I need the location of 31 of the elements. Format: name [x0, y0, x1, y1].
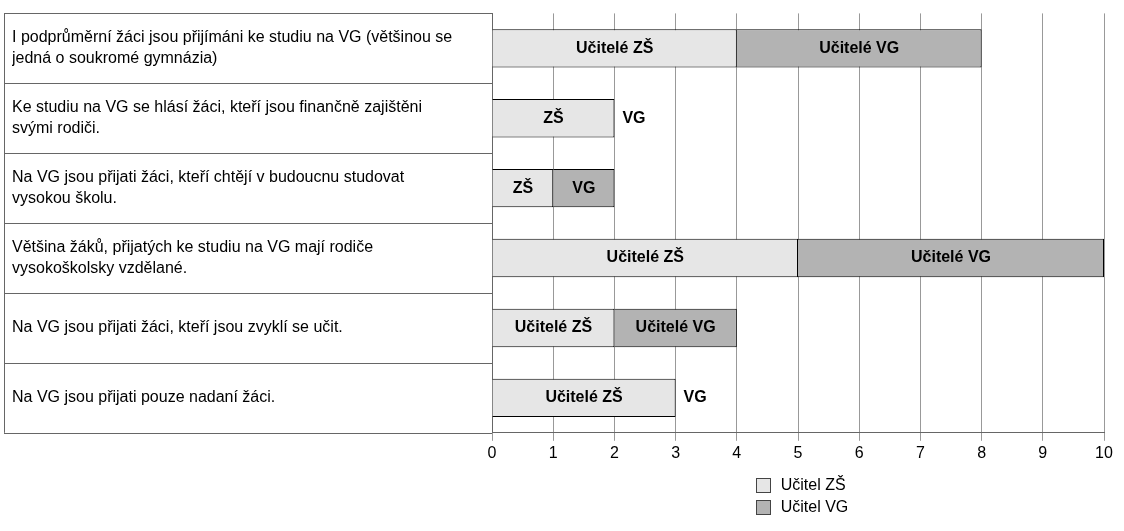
- x-tick-label: 4: [732, 443, 742, 461]
- x-tick-label: 7: [915, 443, 925, 461]
- y-tick-label: Na VG jsou přijati pouze nadaní žáci.: [12, 388, 276, 406]
- data-label: Učitelé ZŠ: [545, 387, 624, 406]
- y-tick-label: Na VG jsou přijati žáci, kteří jsou zvyklí se učit.: [12, 318, 343, 336]
- x-tick-label: 8: [977, 443, 987, 461]
- legend-label: Učitel VG: [780, 497, 849, 517]
- data-label: Učitelé VG: [635, 318, 716, 336]
- x-tick-label: 0: [487, 443, 497, 461]
- data-label: Učitelé VG: [819, 38, 900, 56]
- legend-label: Učitel ZŠ: [780, 474, 846, 495]
- y-tick-label: Na VG jsou přijati žáci, kteří chtějí v budoucnu studovat vysokou školu.: [12, 168, 405, 206]
- data-label: VG: [622, 108, 646, 126]
- y-tick-label: Ke studiu na VG se hlásí žáci, kteří jsou finančně zajištěni svými rodiči.: [12, 98, 422, 137]
- data-label: ZŠ: [543, 107, 564, 126]
- data-label: ZŠ: [512, 177, 534, 196]
- data-label: VG: [572, 178, 596, 196]
- data-label: Učitelé VG: [910, 248, 992, 266]
- data-label: Učitelé ZŠ: [606, 247, 685, 266]
- data-label: VG: [683, 388, 707, 406]
- x-tick-label: 1: [548, 443, 558, 461]
- x-tick-label: 3: [671, 443, 681, 461]
- y-tick-label: Většina žáků, přijatých ke studiu na VG mají rodiče vysokoškolsky vzdělané.: [12, 238, 374, 276]
- data-label: Učitelé ZŠ: [575, 37, 654, 56]
- x-tick-label: 10: [1095, 443, 1113, 461]
- x-tick-label: 2: [609, 443, 619, 461]
- x-tick-label: 6: [854, 443, 864, 461]
- x-tick-label: 9: [1038, 443, 1048, 461]
- data-label: Učitelé ZŠ: [514, 317, 593, 336]
- x-tick-label: 5: [793, 443, 803, 461]
- y-tick-label: I podprůměrní žáci jsou přijímáni ke studiu na VG (většinou se jedná o soukromé gymnázia): [11, 28, 453, 67]
